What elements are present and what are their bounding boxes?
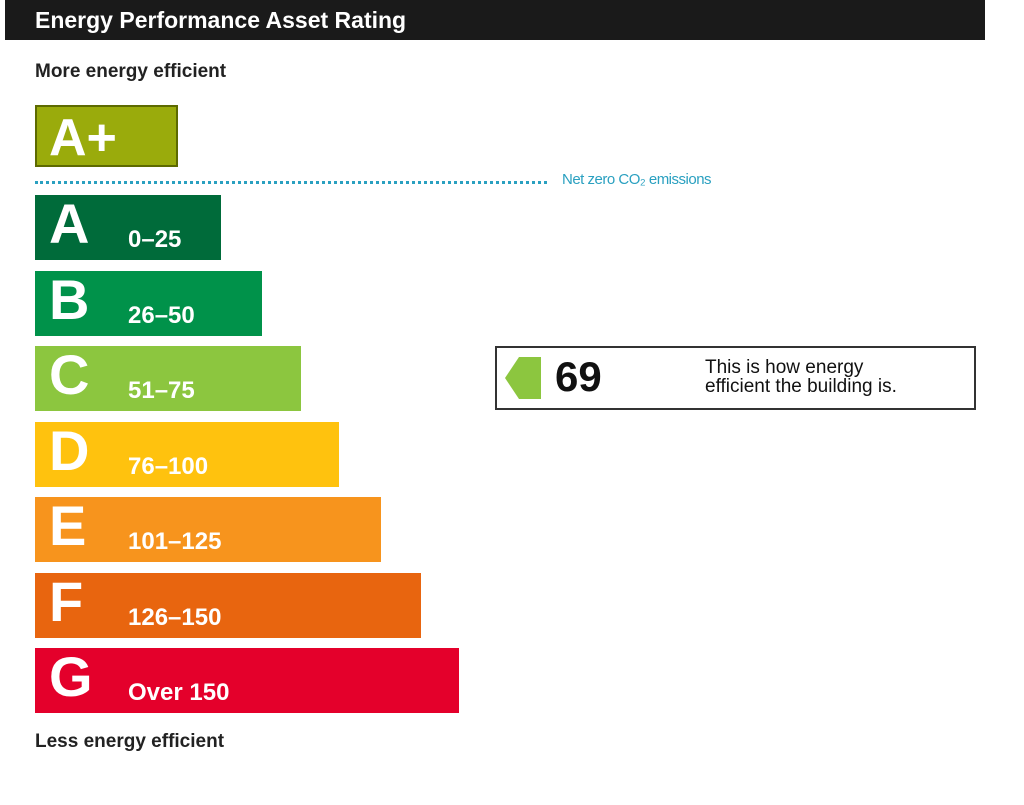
- top-label: More energy efficient: [35, 61, 227, 82]
- arrow-shape: [505, 357, 541, 399]
- description-line: efficient the building is.: [705, 376, 897, 397]
- band-range: 26–50: [128, 301, 195, 329]
- rating-band: F 126–150: [35, 570, 421, 638]
- band-letter: B: [49, 267, 90, 331]
- rating-band: C 51–75: [35, 343, 301, 411]
- band-letter: D: [49, 418, 90, 482]
- net-zero-line: [35, 181, 547, 184]
- rating-box: 69 This is how energy efficient the buil…: [495, 346, 976, 410]
- rating-value: 69: [555, 353, 602, 400]
- rating-band: D 76–100: [35, 419, 339, 487]
- band-range: 101–125: [128, 528, 222, 555]
- band-range: 51–75: [128, 377, 195, 404]
- rating-description: This is how energy efficient the buildin…: [705, 358, 897, 396]
- header-title: Energy Performance Asset Rating: [35, 7, 407, 33]
- band-letter: F: [49, 569, 84, 633]
- band-letter: E: [49, 494, 87, 557]
- description-line: This is how energy: [705, 357, 864, 378]
- band-range: 0–25: [128, 226, 182, 253]
- bottom-label: Less energy efficient: [35, 731, 225, 752]
- band-letter: C: [49, 343, 90, 406]
- net-zero-label: Net zero CO₂ emissions: [562, 171, 712, 188]
- rating-band: G Over 150: [35, 645, 459, 713]
- band-range: 126–150: [128, 603, 222, 631]
- header: Energy Performance Asset Rating: [5, 0, 985, 40]
- top-band: A+: [35, 105, 178, 167]
- rating-band: B 26–50: [35, 268, 262, 336]
- rating-band: E 101–125: [35, 494, 381, 562]
- rating-arrow: [505, 357, 541, 399]
- band-range: Over 150: [128, 679, 230, 706]
- band-range: 76–100: [128, 452, 209, 480]
- band-letter: A: [49, 192, 90, 255]
- band-letter: G: [49, 645, 93, 708]
- rating-band: A 0–25: [35, 192, 221, 260]
